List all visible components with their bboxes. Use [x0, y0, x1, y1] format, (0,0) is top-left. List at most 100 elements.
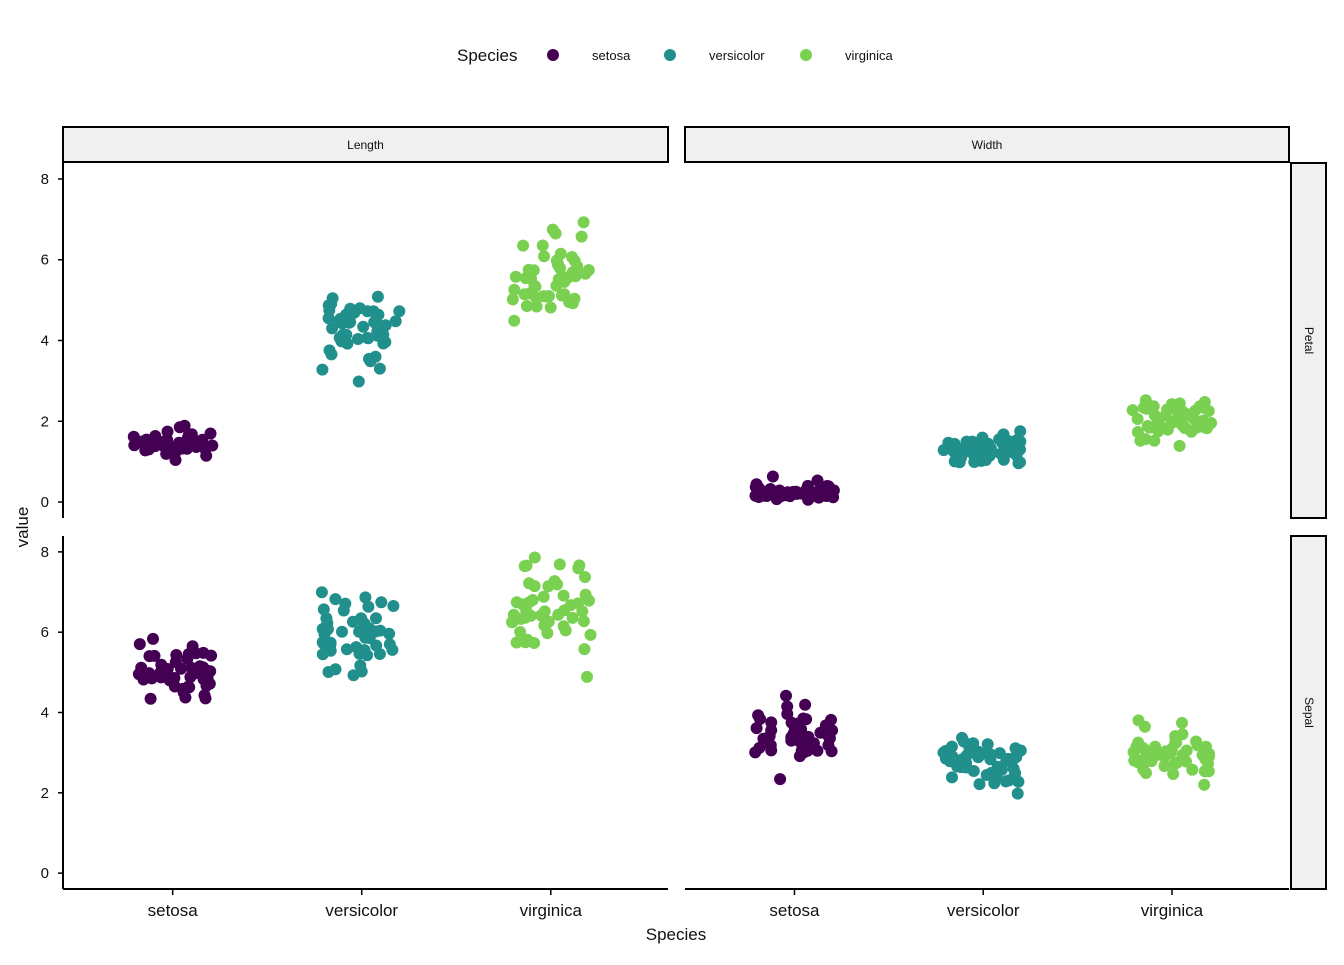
point-virginica — [506, 293, 519, 306]
point-setosa — [749, 481, 762, 493]
point-versicolor — [387, 600, 400, 612]
point-virginica — [1190, 735, 1203, 748]
y-tick-label: 4 — [41, 333, 49, 350]
point-virginica — [1198, 778, 1211, 791]
point-virginica — [519, 611, 532, 624]
point-versicolor — [379, 319, 392, 332]
point-virginica — [1168, 758, 1181, 770]
point-versicolor — [950, 441, 963, 454]
point-virginica — [554, 247, 567, 260]
point-virginica — [575, 230, 588, 243]
point-virginica — [1158, 760, 1171, 773]
point-setosa — [147, 632, 159, 645]
point-virginica — [1127, 746, 1140, 759]
point-setosa — [749, 746, 762, 759]
point-versicolor — [362, 600, 375, 613]
point-setosa — [800, 713, 813, 726]
point-virginica — [564, 599, 577, 612]
point-virginica — [1148, 434, 1161, 447]
strip-label-sepal: Sepal — [1302, 697, 1316, 728]
point-virginica — [578, 643, 591, 656]
point-virginica — [1173, 439, 1186, 452]
point-virginica — [538, 250, 550, 263]
point-versicolor — [375, 596, 388, 609]
point-virginica — [509, 270, 522, 283]
panel-petal-length — [127, 216, 595, 466]
point-virginica — [568, 292, 581, 305]
point-setosa — [206, 439, 219, 452]
point-setosa — [754, 490, 767, 503]
point-setosa — [199, 692, 212, 705]
point-virginica — [557, 589, 570, 602]
point-versicolor — [359, 591, 372, 604]
point-setosa — [754, 713, 766, 725]
point-virginica — [1165, 742, 1178, 755]
point-setosa — [790, 727, 803, 739]
point-versicolor — [1011, 787, 1024, 800]
point-virginica — [551, 578, 564, 591]
legend-key-setosa — [547, 49, 559, 61]
legend-key-versicolor — [664, 49, 676, 61]
point-versicolor — [960, 761, 973, 774]
point-setosa — [785, 716, 798, 729]
point-virginica — [520, 300, 533, 312]
point-versicolor — [324, 636, 337, 649]
point-virginica — [528, 551, 541, 564]
point-versicolor — [350, 641, 363, 654]
point-versicolor — [946, 771, 958, 784]
legend-label-versicolor: versicolor — [709, 48, 765, 63]
point-setosa — [204, 427, 217, 440]
point-setosa — [143, 650, 156, 663]
point-versicolor — [329, 663, 342, 676]
point-versicolor — [942, 748, 955, 761]
point-setosa — [145, 672, 158, 685]
point-versicolor — [357, 320, 370, 333]
point-setosa — [178, 419, 191, 432]
x-tick-label-virginica: virginica — [520, 901, 583, 920]
point-virginica — [506, 616, 518, 629]
point-setosa — [780, 689, 792, 702]
point-virginica — [1176, 749, 1189, 761]
point-setosa — [141, 435, 154, 448]
point-versicolor — [347, 615, 359, 628]
point-virginica — [510, 636, 523, 649]
point-versicolor — [315, 586, 328, 599]
point-versicolor — [937, 444, 950, 457]
point-versicolor — [972, 745, 985, 758]
point-virginica — [537, 290, 550, 303]
point-setosa — [765, 716, 778, 729]
point-virginica — [1126, 404, 1139, 417]
strip-label-petal: Petal — [1302, 327, 1316, 354]
point-virginica — [555, 289, 568, 302]
point-setosa — [144, 692, 157, 705]
x-tick-label-virginica: virginica — [1141, 901, 1204, 920]
point-versicolor — [953, 456, 966, 469]
point-virginica — [1202, 405, 1215, 417]
point-versicolor — [353, 302, 366, 315]
point-versicolor — [973, 778, 986, 791]
point-versicolor — [966, 443, 979, 456]
point-setosa — [781, 700, 794, 713]
point-versicolor — [1007, 762, 1020, 775]
point-versicolor — [364, 355, 377, 368]
point-versicolor — [367, 305, 380, 318]
point-versicolor — [383, 638, 396, 651]
strip-sepal — [1290, 535, 1327, 890]
point-versicolor — [353, 625, 366, 638]
point-versicolor — [374, 624, 387, 637]
point-virginica — [544, 301, 557, 314]
point-versicolor — [1012, 457, 1025, 470]
y-tick-label: 8 — [41, 544, 49, 561]
strip-label-width: Width — [972, 138, 1003, 152]
point-setosa — [190, 647, 202, 660]
legend-label-setosa: setosa — [592, 48, 631, 63]
point-virginica — [1163, 403, 1176, 416]
point-virginica — [1141, 420, 1154, 432]
point-virginica — [1178, 422, 1191, 434]
point-versicolor — [316, 363, 329, 376]
point-virginica — [1148, 409, 1161, 422]
point-versicolor — [951, 760, 964, 773]
point-setosa — [799, 698, 812, 711]
x-tick-label-versicolor: versicolor — [325, 901, 398, 920]
